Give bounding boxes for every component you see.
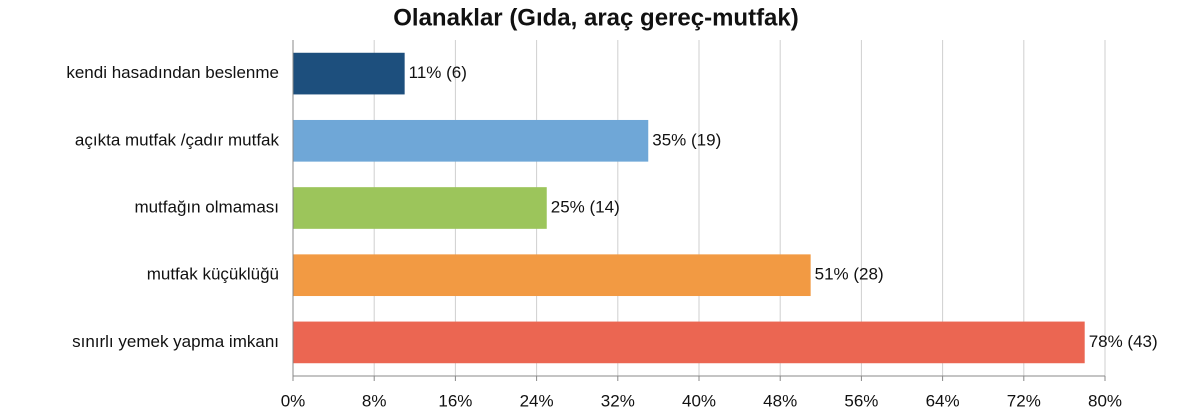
x-tick-label: 40% <box>682 391 716 410</box>
bar <box>293 52 405 95</box>
y-tick-label: mutfak küçüklüğü <box>147 265 279 284</box>
y-tick-label: mutfağın olmaması <box>134 197 279 216</box>
bar <box>293 254 811 297</box>
x-tick-label: 8% <box>362 391 387 410</box>
x-tick-label: 32% <box>601 391 635 410</box>
data-label: 35% (19) <box>652 130 721 149</box>
y-tick-label: kendi hasadından beslenme <box>66 63 279 82</box>
bar <box>293 187 547 229</box>
x-tick-label: 56% <box>844 391 878 410</box>
chart-title: Olanaklar (Gıda, araç gereç-mutfak) <box>393 4 799 31</box>
bar <box>293 321 1085 364</box>
bar <box>293 119 649 162</box>
data-label: 51% (28) <box>815 265 884 284</box>
x-tick-label: 80% <box>1088 391 1122 410</box>
x-tick-label: 64% <box>926 391 960 410</box>
y-tick-label: sınırlı yemek yapma imkanı <box>72 332 279 351</box>
data-label: 25% (14) <box>551 197 620 216</box>
data-label: 78% (43) <box>1089 332 1158 351</box>
x-tick-label: 48% <box>763 391 797 410</box>
data-label: 11% (6) <box>409 63 467 82</box>
x-tick-label: 0% <box>281 391 306 410</box>
x-tick-label: 16% <box>438 391 472 410</box>
y-tick-label: açıkta mutfak /çadır mutfak <box>75 130 280 149</box>
x-tick-label: 24% <box>520 391 554 410</box>
x-tick-label: 72% <box>1007 391 1041 410</box>
